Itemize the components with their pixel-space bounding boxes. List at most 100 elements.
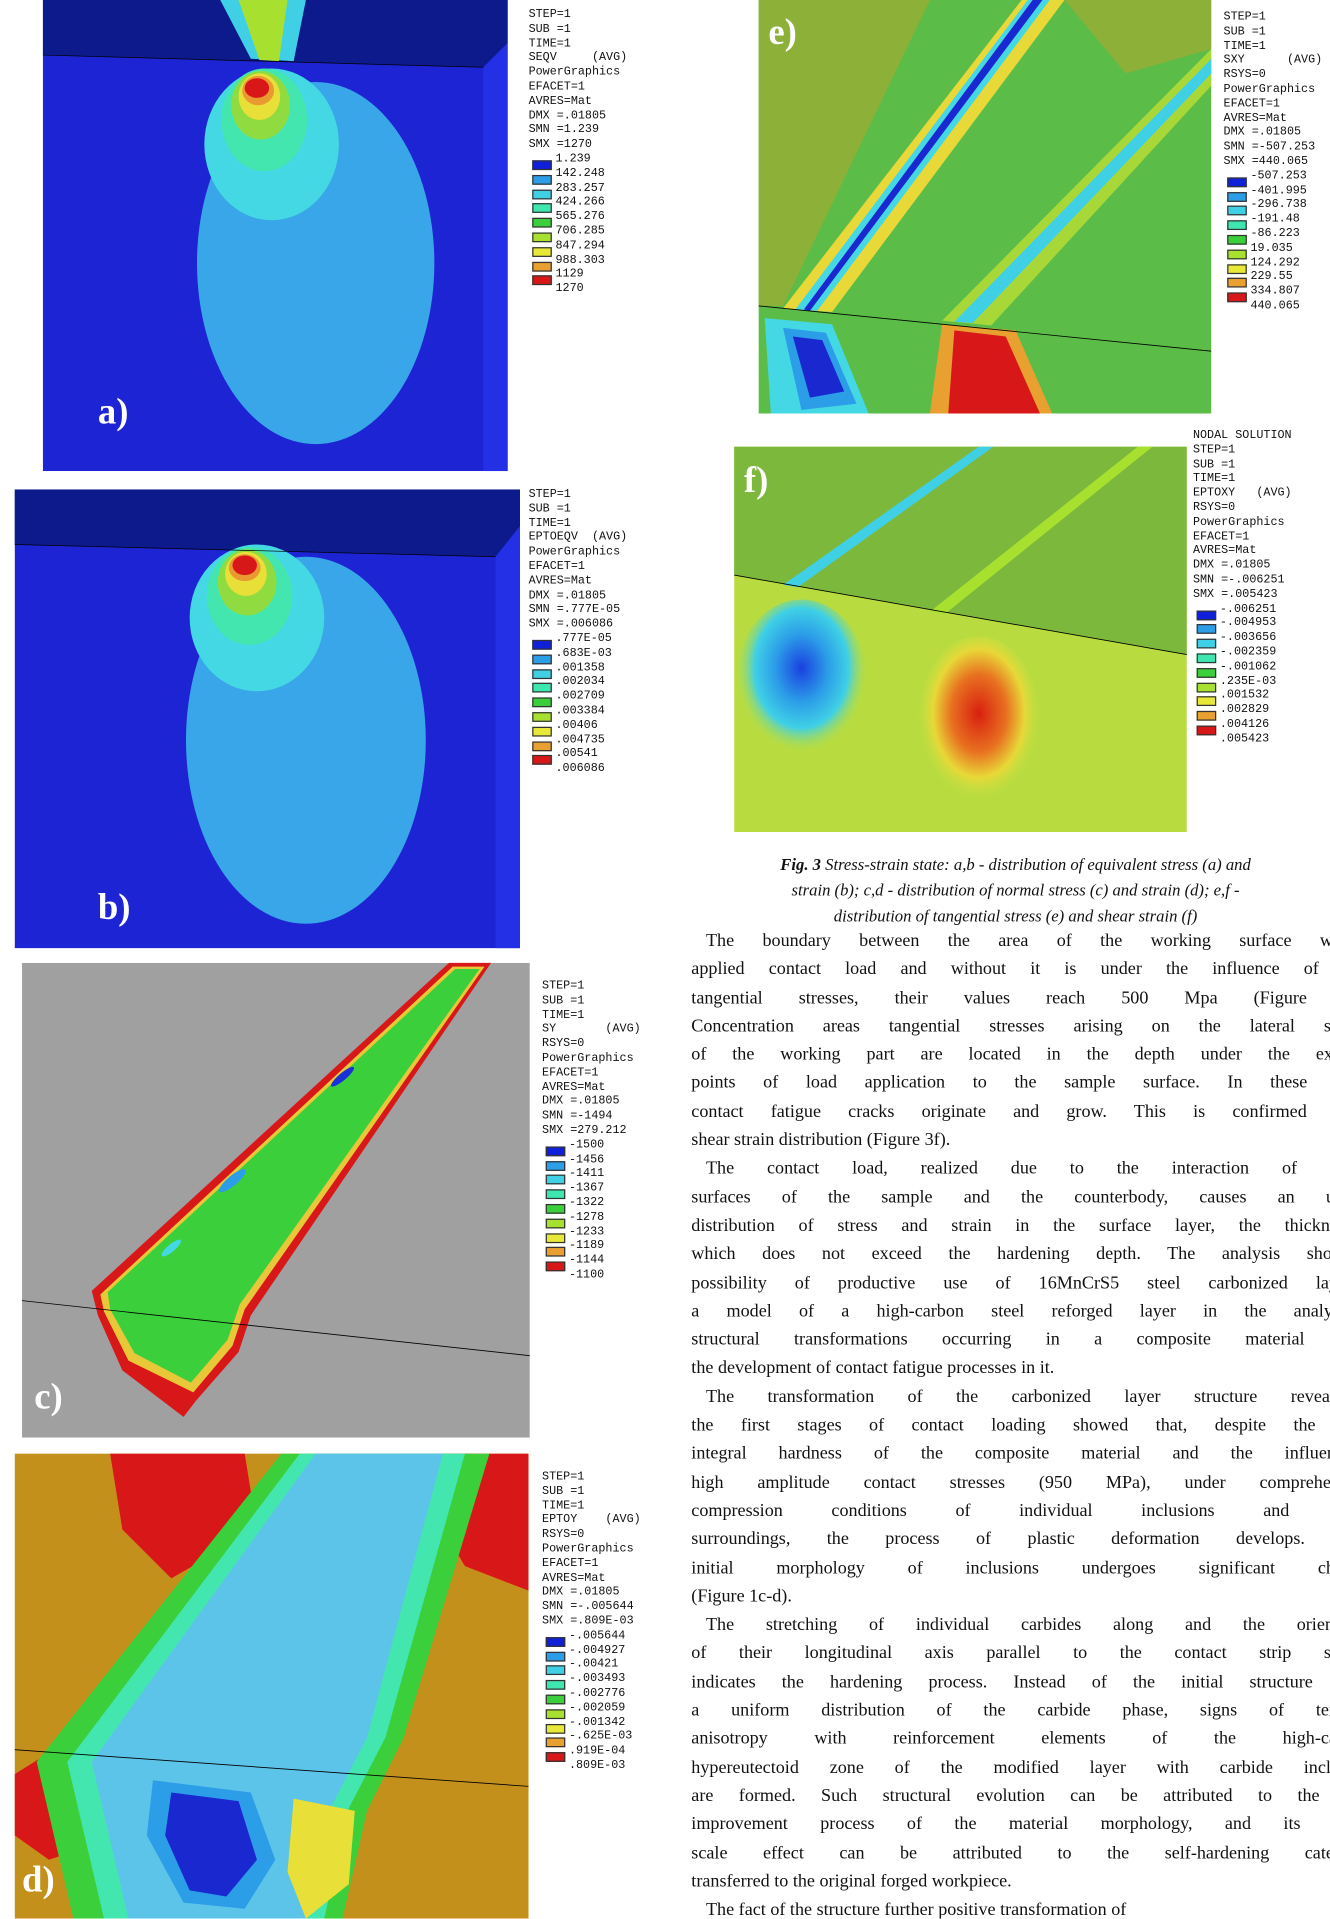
legend-level: -1322 <box>569 1195 604 1209</box>
text-line: a uniform distribution of the carbide ph… <box>691 1697 1330 1726</box>
legend-level: -1367 <box>569 1181 604 1195</box>
body-text: The boundary between the area of the wor… <box>691 927 1330 1918</box>
legend-level: 440.065 <box>1250 299 1299 313</box>
legend-swatch <box>532 204 552 214</box>
legend-swatch <box>532 276 552 286</box>
legend-swatch <box>546 1146 566 1156</box>
text-line: The fact of the structure further positi… <box>691 1897 1330 1919</box>
text-line: a model of a high-carbon steel reforged … <box>691 1298 1330 1327</box>
legend-swatch <box>1197 668 1217 678</box>
legend-level: -86.223 <box>1250 226 1299 240</box>
text-line: compression conditions of individual inc… <box>691 1498 1330 1527</box>
legend-swatch <box>532 727 552 737</box>
legend-swatch <box>546 1752 566 1762</box>
text-line: The transformation of the carbonized lay… <box>691 1384 1330 1413</box>
legend-level: -.004927 <box>569 1643 625 1657</box>
legend-swatch <box>532 654 552 664</box>
legend-swatch <box>1197 711 1217 721</box>
panel-label: c) <box>34 1379 63 1416</box>
legend-header-line: EFACET=1 <box>1193 529 1249 543</box>
legend-header-line: STEP=1 <box>1193 443 1235 457</box>
legend-level: -1189 <box>569 1239 604 1253</box>
legend-header-line: EPTOXY (AVG) <box>1193 486 1292 500</box>
text-line: shear strain distribution (Figure 3f). <box>691 1127 1330 1156</box>
text-line: indicates the hardening process. Instead… <box>691 1669 1330 1698</box>
caption-line: Fig. 3 Stress-strain state: a,b - distri… <box>691 852 1330 878</box>
legend-level: -.006251 <box>1220 601 1276 615</box>
text-line: transferred to the original forged workp… <box>691 1868 1330 1897</box>
legend-header-line: SMX =.809E-03 <box>542 1614 634 1628</box>
legend-level: .00541 <box>555 747 597 761</box>
text-line: surfaces of the sample and the counterbo… <box>691 1184 1330 1213</box>
legend-header-line: RSYS=0 <box>1193 500 1235 514</box>
legend-header-line: SXY (AVG) <box>1224 53 1323 67</box>
legend-swatch <box>546 1218 566 1228</box>
legend-swatch <box>1227 206 1247 216</box>
caption-line: strain (b); c,d - distribution of normal… <box>691 877 1330 903</box>
legend-swatch <box>546 1723 566 1733</box>
legend-header-line: SUB =1 <box>1193 457 1235 471</box>
panel-label: d) <box>22 1862 55 1899</box>
legend-level: 847.294 <box>555 238 604 252</box>
text-line: which does not exceed the hardening dept… <box>691 1241 1330 1270</box>
legend-header-line: PowerGraphics <box>529 65 621 79</box>
legend-swatch <box>546 1637 566 1647</box>
legend-level: -.002059 <box>569 1700 625 1714</box>
legend-header-line: EFACET=1 <box>1224 96 1280 110</box>
text-line: structural transformations occurring in … <box>691 1327 1330 1356</box>
caption-text: Stress-strain state: a,b - distribution … <box>825 855 1251 873</box>
legend-header-line: AVRES=Mat <box>1193 544 1256 558</box>
legend-swatch <box>532 261 552 271</box>
legend-level: -1100 <box>569 1268 604 1282</box>
legend-header-line: SMN =.777E-05 <box>529 602 621 616</box>
panel-label: b) <box>98 890 131 927</box>
text-line: anisotropy with reinforcement elements o… <box>691 1726 1330 1755</box>
text-line: of their longitudinal axis parallel to t… <box>691 1640 1330 1669</box>
plot-c <box>22 962 530 1438</box>
legend-level: 283.257 <box>555 181 604 195</box>
legend-header-line: SMN =-.005644 <box>542 1599 634 1613</box>
legend-level: -401.995 <box>1250 183 1306 197</box>
legend-header-line: DMX =.01805 <box>542 1094 620 1108</box>
legend-level: -.00421 <box>569 1657 618 1671</box>
legend-swatch <box>532 218 552 228</box>
legend-header-line: SUB =1 <box>542 1484 584 1498</box>
text-line: of the working part are located in the d… <box>691 1041 1330 1070</box>
legend-level: .001532 <box>1220 688 1269 702</box>
legend-swatch <box>532 669 552 679</box>
legend-swatch <box>1227 264 1247 274</box>
legend-header-line: TIME=1 <box>529 516 571 530</box>
legend-swatch <box>1197 697 1217 707</box>
legend-level: .004735 <box>555 732 604 746</box>
legend-header-line: DMX =.01805 <box>1224 125 1302 139</box>
legend-header-line: SMN =1.239 <box>529 123 599 137</box>
plot-d <box>15 1454 529 1919</box>
legend-header-line: TIME=1 <box>542 1008 584 1022</box>
legend-swatch <box>532 232 552 242</box>
legend-level: .683E-03 <box>555 646 611 660</box>
legend-level: -296.738 <box>1250 197 1306 211</box>
legend-swatch <box>1227 235 1247 245</box>
legend-swatch <box>1227 278 1247 288</box>
legend-header-line: AVRES=Mat <box>542 1571 605 1585</box>
legend-level: .00406 <box>555 718 597 732</box>
legend-swatch <box>532 741 552 751</box>
legend-level: -.001342 <box>569 1715 625 1729</box>
panel-label: e) <box>768 15 797 52</box>
legend-level: -.002359 <box>1220 645 1276 659</box>
text-line: Concentration areas tangential stresses … <box>691 1013 1330 1042</box>
legend-header-line: STEP=1 <box>542 979 584 993</box>
legend-header-line: SMX =.005423 <box>1193 587 1278 601</box>
legend-header-line: EFACET=1 <box>542 1065 598 1079</box>
plot-f <box>734 447 1187 832</box>
legend-header-line: SMN =-507.253 <box>1224 140 1316 154</box>
legend-header-line: PowerGraphics <box>529 545 621 559</box>
legend-level: .005423 <box>1220 731 1269 745</box>
legend-level: -.001062 <box>1220 659 1276 673</box>
legend-level: -.004953 <box>1220 616 1276 630</box>
legend-level: 19.035 <box>1250 241 1292 255</box>
legend-level: 988.303 <box>555 253 604 267</box>
legend-level: .004126 <box>1220 717 1269 731</box>
page: {"panels": [ {"label": "a)", "legend_hea… <box>0 0 1330 1919</box>
legend-level: 706.285 <box>555 224 604 238</box>
